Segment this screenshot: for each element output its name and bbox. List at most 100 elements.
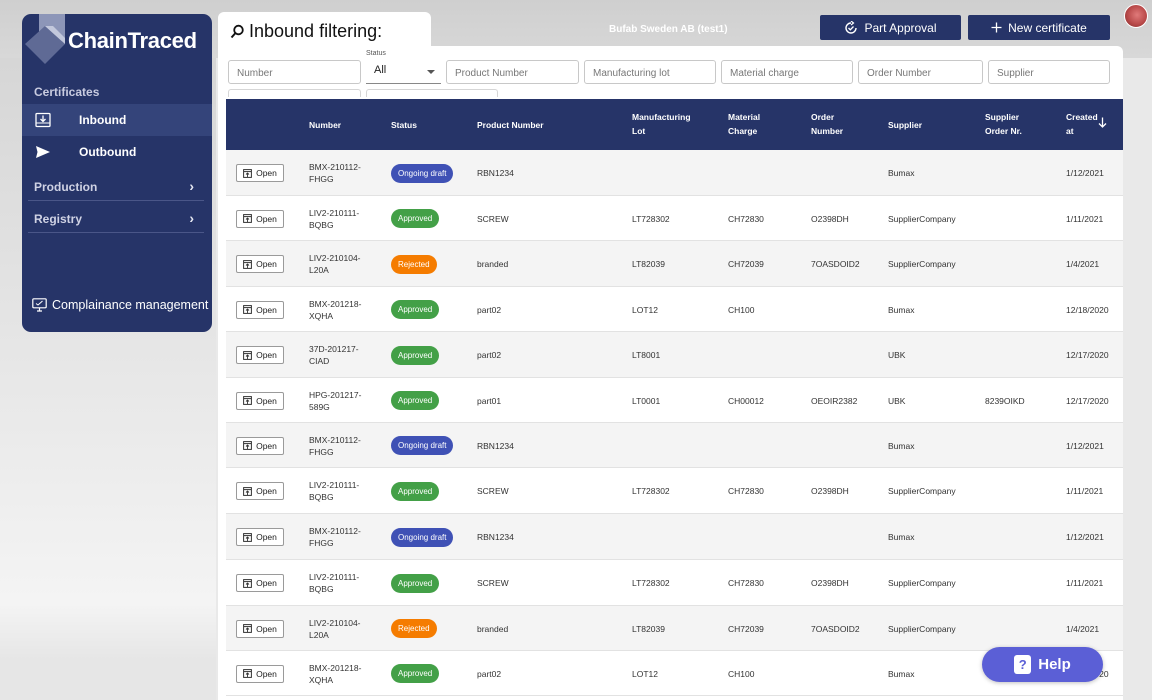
sort-down-arrow-icon[interactable] <box>1098 117 1107 128</box>
table-row[interactable]: Open BMX-201218- XQHA Approved part02 LOT12 CH… <box>226 287 1123 332</box>
extra-filter-field[interactable] <box>228 89 361 97</box>
open-in-icon <box>243 214 252 223</box>
sidebar-item-outbound[interactable]: Outbound <box>22 136 212 168</box>
col-order-number[interactable]: Order Number <box>811 110 843 138</box>
number-line: LIV2-210104- <box>309 617 361 628</box>
extra-filter-field[interactable] <box>366 89 498 97</box>
new-certificate-button[interactable]: New certificate <box>968 15 1110 40</box>
cell-number: LIV2-210111- BQBG <box>309 571 359 595</box>
status-filter-select[interactable]: All <box>366 60 441 84</box>
open-button[interactable]: Open <box>236 528 284 546</box>
table-row[interactable]: Open BMX-210112- FHGG Ongoing draft RBN1234 B… <box>226 423 1123 468</box>
cell-supplier: Bumax <box>888 532 915 542</box>
cell-number: 37D-201217- CIAD <box>309 343 359 367</box>
cell-order: O2398DH <box>811 213 849 224</box>
number-line: CIAD <box>309 356 330 366</box>
table-row[interactable]: Open BMX-210112- FHGG Ongoing draft RBN1234 B… <box>226 514 1123 560</box>
sidebar-item-inbound[interactable]: Inbound <box>22 104 212 136</box>
number-line: BMX-201218- <box>309 662 362 673</box>
col-material-charge[interactable]: Material Charge <box>728 110 760 138</box>
col-created-at[interactable]: Created at <box>1066 110 1098 138</box>
open-button[interactable]: Open <box>236 574 284 592</box>
col-label: at <box>1066 126 1074 136</box>
caret-down-icon <box>427 70 435 74</box>
page-background-bottom <box>0 658 216 700</box>
status-badge: Rejected <box>391 254 437 274</box>
sidebar-group-registry[interactable]: Registry › <box>28 202 204 233</box>
table-row[interactable]: Open HPG-201217- 589G Approved part01 LT0001 C… <box>226 378 1123 423</box>
open-button[interactable]: Open <box>236 300 284 319</box>
table-row[interactable]: Open LIV2-210104- L20A Rejected branded LT820… <box>226 606 1123 651</box>
open-button[interactable]: Open <box>236 482 284 500</box>
open-button[interactable]: Open <box>236 209 284 228</box>
avatar[interactable] <box>1124 4 1148 28</box>
number-line: 589G <box>309 401 330 412</box>
product-number-filter-input[interactable]: Product Number <box>446 60 579 84</box>
cell-number: LIV2-210111- BQBG <box>309 479 359 503</box>
cell-supplier: Bumax <box>888 304 915 315</box>
manufacturing-lot-filter-input[interactable]: Manufacturing lot <box>584 60 716 84</box>
number-line: FHGG <box>309 174 334 184</box>
open-button[interactable]: Open <box>236 346 284 364</box>
open-label: Open <box>256 259 277 269</box>
col-supplier[interactable]: Supplier <box>888 120 923 130</box>
chevron-right-icon: › <box>189 210 194 226</box>
open-label: Open <box>256 623 277 634</box>
cell-created: 1/11/2021 <box>1066 213 1104 224</box>
status-badge: Approved <box>391 481 440 501</box>
sidebar-group-production[interactable]: Production › <box>28 170 204 201</box>
col-product-number[interactable]: Product Number <box>477 120 544 130</box>
table-row[interactable]: Open LIV2-210104- L20A Rejected branded LT820… <box>226 241 1123 287</box>
open-in-icon <box>243 486 252 496</box>
cell-lot: LT728302 <box>632 486 670 496</box>
cell-supplier: SupplierCompany <box>888 578 956 588</box>
open-in-icon <box>243 396 252 405</box>
logo[interactable]: ChainTraced <box>22 14 212 84</box>
cell-created: 1/12/2021 <box>1066 168 1104 178</box>
order-number-filter-input[interactable]: Order Number <box>858 60 983 84</box>
table-row[interactable]: Open BMX-201218- XQHA Approved part02 LOT12 CH… <box>226 651 1123 696</box>
open-button[interactable]: Open <box>236 164 284 182</box>
sidebar-item-compliance[interactable]: Complainance management <box>32 298 208 312</box>
supplier-filter-input[interactable]: Supplier <box>988 60 1110 84</box>
col-number[interactable]: Number <box>309 120 342 130</box>
table-row[interactable]: Open LIV2-210111- BQBG Approved SCREW LT72830… <box>226 468 1123 514</box>
status-badge: Ongoing draft <box>391 436 454 455</box>
cell-order: O2398DH <box>811 578 849 588</box>
cell-product: SCREW <box>477 213 509 224</box>
cell-product: part02 <box>477 668 502 679</box>
col-manufacturing-lot[interactable]: Manufacturing Lot <box>632 110 691 138</box>
col-status[interactable]: Status <box>391 120 417 130</box>
cell-number: LIV2-210104- L20A <box>309 252 361 276</box>
table-row[interactable]: Open 37D-201217- CIAD Approved part02 LT8001 U… <box>226 332 1123 378</box>
question-icon: ? <box>1014 655 1032 674</box>
open-button[interactable]: Open <box>236 255 284 273</box>
help-button[interactable]: ? Help <box>982 647 1103 682</box>
open-button[interactable]: Open <box>236 391 284 410</box>
part-approval-button[interactable]: Part Approval <box>820 15 961 40</box>
number-line: BQBG <box>309 492 334 502</box>
open-button[interactable]: Open <box>236 664 284 683</box>
main-panel: Number Status All Product Number Manufac… <box>218 46 1123 700</box>
open-button[interactable]: Open <box>236 619 284 638</box>
table-row[interactable]: Open LIV2-210111- BQBG Approved SCREW LT72830… <box>226 196 1123 241</box>
open-button[interactable]: Open <box>236 436 284 455</box>
status-filter-caption: Status <box>366 50 386 57</box>
table-row[interactable]: Open BMX-210112- FHGG Ongoing draft RBN1234 B… <box>226 150 1123 196</box>
send-icon <box>36 146 50 158</box>
company-name: Bufab Sweden AB (test1) <box>609 24 728 35</box>
number-line: BMX-210112- <box>309 434 361 445</box>
cell-product: SCREW <box>477 486 509 496</box>
open-label: Open <box>256 213 277 224</box>
cell-product: SCREW <box>477 578 509 588</box>
table-row[interactable]: Open LIV2-210111- BQBG Approved SCREW LT72830… <box>226 560 1123 606</box>
material-charge-filter-input[interactable]: Material charge <box>721 60 853 84</box>
open-label: Open <box>256 578 277 588</box>
col-supplier-order[interactable]: Supplier Order Nr. <box>985 110 1022 138</box>
cell-created: 1/11/2021 <box>1066 578 1104 588</box>
cell-product: part01 <box>477 395 502 406</box>
section-label-certificates: Certificates <box>34 85 100 99</box>
col-label: Material <box>728 112 761 122</box>
cell-supplier: Bumax <box>888 440 915 451</box>
number-filter-input[interactable]: Number <box>228 60 361 84</box>
